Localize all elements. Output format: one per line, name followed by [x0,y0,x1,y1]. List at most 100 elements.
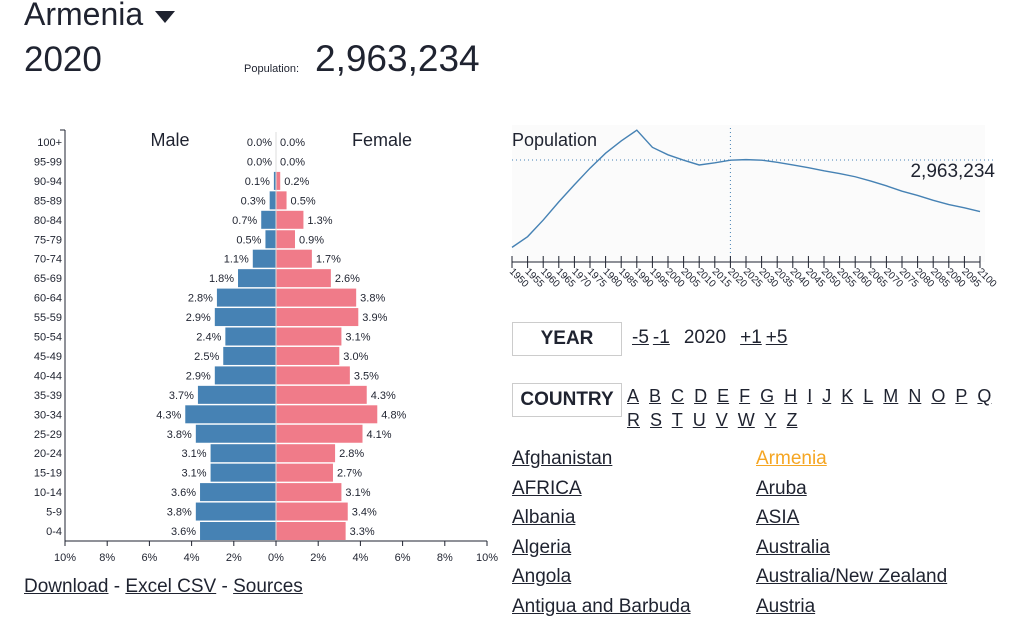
female-bar [276,269,331,287]
male-bar [261,211,276,229]
female-bar [276,308,358,326]
country-link[interactable]: Australia [756,533,947,563]
age-group-label: 55-59 [34,312,62,324]
female-bar [276,347,339,365]
male-bar [265,230,276,248]
male-bar [225,328,276,346]
letter-link-w[interactable]: W [738,410,755,430]
male-value-label: 3.7% [169,390,194,402]
x-tick-label: 2% [310,552,326,564]
female-bar [276,328,341,346]
letter-link-f[interactable]: F [739,386,750,406]
year-minus5-link[interactable]: -5 [632,327,649,349]
sources-link[interactable]: Sources [233,576,303,597]
age-group-label: 45-49 [34,351,62,363]
female-bar [276,366,350,384]
letter-link-s[interactable]: S [650,410,662,430]
female-value-label: 2.6% [335,273,360,285]
download-link[interactable]: Download [24,576,109,597]
letter-link-e[interactable]: E [717,386,729,406]
male-bar [215,366,276,384]
male-value-label: 2.8% [188,293,213,305]
male-bar [185,405,276,423]
letter-link-m[interactable]: M [883,386,898,406]
letter-link-d[interactable]: D [694,386,707,406]
letter-link-u[interactable]: U [693,410,706,430]
female-value-label: 4.8% [381,409,406,421]
letter-link-i[interactable]: I [807,386,812,406]
letter-link-k[interactable]: K [841,386,853,406]
letter-link-h[interactable]: H [784,386,797,406]
year-minus1-link[interactable]: -1 [653,327,670,349]
country-link[interactable]: Albania [512,503,691,533]
year-display: 2020 [24,40,102,80]
age-group-label: 20-24 [34,448,62,460]
letter-link-b[interactable]: B [649,386,661,406]
x-tick-label: 6% [141,552,157,564]
year-plus5-link[interactable]: +5 [766,327,788,349]
age-group-label: 75-79 [34,234,62,246]
female-bar [276,464,333,482]
age-group-label: 30-34 [34,409,62,421]
letter-link-v[interactable]: V [716,410,728,430]
letter-link-n[interactable]: N [908,386,921,406]
female-value-label: 2.8% [339,448,364,460]
female-bar [276,425,363,443]
country-link[interactable]: Australia/New Zealand [756,562,947,592]
country-name: Armenia [24,0,143,32]
country-link[interactable]: Algeria [512,533,691,563]
male-bar [215,308,276,326]
country-link[interactable]: Aruba [756,474,947,504]
year-button[interactable]: YEAR [512,322,622,356]
age-group-label: 50-54 [34,332,62,344]
country-link[interactable]: Afghanistan [512,444,691,474]
letter-link-z[interactable]: Z [787,410,798,430]
letter-link-g[interactable]: G [760,386,774,406]
age-group-label: 80-84 [34,215,62,227]
age-group-label: 40-44 [34,370,62,382]
female-value-label: 3.0% [343,351,368,363]
country-button[interactable]: COUNTRY [512,383,622,417]
letter-link-a[interactable]: A [627,386,639,406]
letter-link-c[interactable]: C [671,386,684,406]
letter-link-t[interactable]: T [672,410,683,430]
excel-csv-link[interactable]: Excel CSV [125,576,216,597]
country-link[interactable]: ASIA [756,503,947,533]
country-link[interactable]: Angola [512,562,691,592]
female-bar [276,405,377,423]
letter-link-o[interactable]: O [931,386,945,406]
x-tick-label: 4% [352,552,368,564]
letter-link-q[interactable]: Q [977,386,991,406]
letter-link-r[interactable]: R [627,410,640,430]
country-selector[interactable]: Armenia [24,0,175,33]
female-value-label: 3.1% [345,487,370,499]
x-tick-label: 6% [395,552,411,564]
female-value-label: 0.5% [291,195,316,207]
female-value-label: 0.9% [299,234,324,246]
x-tick-label: 0% [268,552,284,564]
year-plus1-link[interactable]: +1 [740,327,762,349]
male-value-label: 3.1% [182,448,207,460]
letter-link-y[interactable]: Y [764,410,776,430]
letter-link-p[interactable]: P [955,386,967,406]
age-group-label: 90-94 [34,176,62,188]
chart-title: Population [512,130,597,150]
population-label: Population: [244,63,299,75]
female-bar [276,289,356,307]
separator: - [221,576,227,597]
country-link[interactable]: Armenia [756,444,947,474]
country-link[interactable]: Austria [756,592,947,621]
male-bar [200,483,276,501]
letter-link-j[interactable]: J [822,386,831,406]
age-group-label: 85-89 [34,195,62,207]
country-link[interactable]: AFRICA [512,474,691,504]
female-bar [276,386,367,404]
female-bar [276,522,346,540]
age-group-label: 100+ [37,137,62,149]
male-value-label: 2.9% [186,312,211,324]
country-link[interactable]: Antigua and Barbuda [512,592,691,621]
letter-link-l[interactable]: L [863,386,873,406]
male-value-label: 3.6% [171,526,196,538]
